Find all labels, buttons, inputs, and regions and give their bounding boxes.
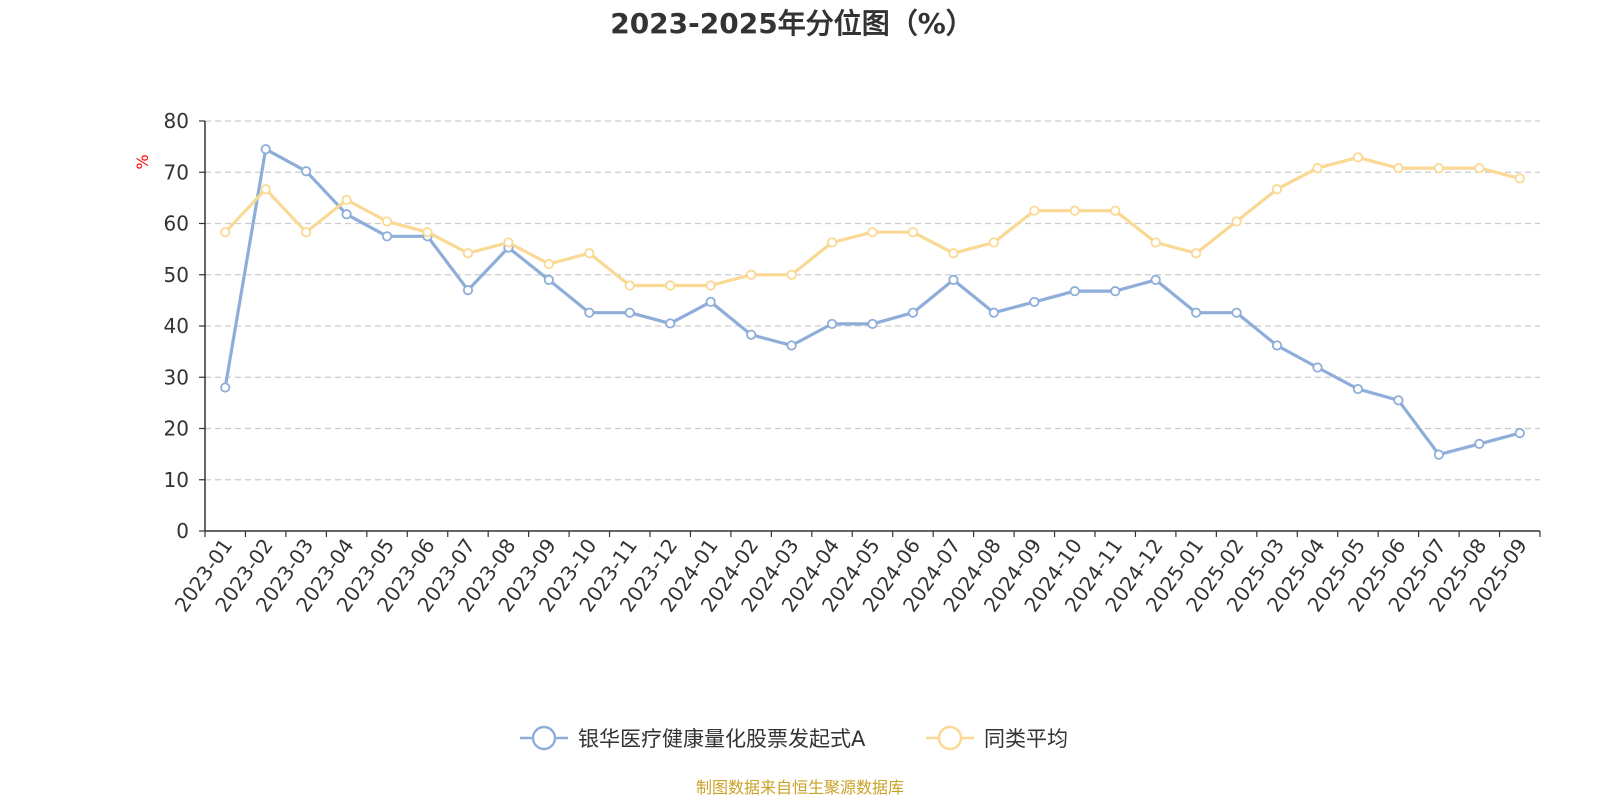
legend-swatch-marker-2 xyxy=(937,725,963,751)
series-line-1 xyxy=(223,147,1522,457)
series-1-point xyxy=(948,274,959,285)
series-2-point xyxy=(503,237,514,248)
series-2-point xyxy=(1150,237,1161,248)
y-tick-label: 60 xyxy=(164,212,189,236)
y-tick-label: 10 xyxy=(164,468,189,492)
series-2-point xyxy=(1433,163,1444,174)
y-tick-label: 40 xyxy=(164,314,189,338)
series-1-point xyxy=(584,307,595,318)
series-1-point xyxy=(826,318,838,330)
series-2-point xyxy=(665,280,676,291)
legend: 银华医疗健康量化股票发起式A 同类平均 xyxy=(520,725,1068,751)
x-tick-labels: 2023-012023-022023-032023-042023-052023-… xyxy=(170,534,1532,616)
series-1-point xyxy=(988,307,999,318)
series-2-point xyxy=(624,280,635,291)
legend-label-2: 同类平均 xyxy=(984,727,1068,751)
series-1-point xyxy=(1352,383,1364,395)
series-2-point xyxy=(1029,205,1040,216)
series-2-point xyxy=(1393,163,1404,174)
series-1-point xyxy=(462,285,474,296)
series-2-point xyxy=(907,227,919,238)
series-2-point xyxy=(1231,216,1242,227)
grid-lines xyxy=(205,120,1540,481)
series-1-point xyxy=(1312,362,1323,373)
series-2-point xyxy=(786,269,797,280)
series-2-point xyxy=(988,237,999,248)
series-1-point xyxy=(1069,286,1080,297)
series-1-point xyxy=(786,340,797,351)
series-2-point xyxy=(1191,248,1202,259)
series-1-point xyxy=(301,166,312,177)
series-2-point xyxy=(948,248,959,259)
series-2-point xyxy=(1110,205,1121,216)
y-tick-label: 80 xyxy=(164,109,189,133)
data-source-note: 制图数据来自恒生聚源数据库 xyxy=(696,778,904,797)
series-1-point xyxy=(907,307,919,318)
y-tick-label: 30 xyxy=(164,365,189,389)
series-1-point xyxy=(381,231,393,242)
series-1-point xyxy=(1150,274,1161,285)
series-2-point xyxy=(260,184,271,195)
series-1-point xyxy=(1029,296,1040,308)
series-1-point xyxy=(260,144,271,155)
series-1-point xyxy=(705,296,716,308)
y-tick-label: 50 xyxy=(164,263,189,287)
series-2-point xyxy=(381,216,393,227)
series-2-point xyxy=(1312,163,1323,174)
series-1-point xyxy=(220,382,231,393)
y-axis-unit: % xyxy=(133,154,152,169)
series-2-point xyxy=(1271,184,1283,195)
series-2-point xyxy=(462,248,474,259)
series-2-point xyxy=(1352,152,1364,163)
series-2-point xyxy=(1069,205,1080,216)
series-line-2 xyxy=(223,155,1522,288)
series-2-point xyxy=(867,227,878,238)
series-1-point xyxy=(543,274,554,285)
axes xyxy=(199,120,1541,537)
series-1-point xyxy=(624,307,635,318)
series-2-point xyxy=(422,227,433,238)
series-2-point xyxy=(746,269,757,280)
series-1-point xyxy=(1191,307,1202,318)
series-1-point xyxy=(867,318,878,330)
series-1-point xyxy=(1514,428,1525,439)
legend-label-1: 银华医疗健康量化股票发起式A xyxy=(578,727,866,751)
series-1-point xyxy=(1271,340,1283,351)
series-1-point xyxy=(746,329,757,340)
series-1-point xyxy=(1393,395,1404,406)
y-tick-label: 0 xyxy=(176,519,189,543)
series-1-point xyxy=(341,209,352,220)
series-1-point xyxy=(1433,449,1444,460)
y-tick-label: 70 xyxy=(164,160,189,184)
y-tick-label: 20 xyxy=(164,417,189,441)
series-2-point xyxy=(341,194,352,206)
chart-title: 2023-2025年分位图（%） xyxy=(610,7,974,40)
series-2-point xyxy=(584,248,595,259)
legend-swatch-marker-1 xyxy=(531,725,557,751)
series-2-point xyxy=(826,237,838,248)
y-tick-labels: 0 10 20 30 40 50 60 70 80 xyxy=(164,109,189,543)
series-2-point xyxy=(301,227,312,238)
series-2-point xyxy=(1514,173,1525,184)
series-2-point xyxy=(1474,163,1485,174)
series-1-point xyxy=(1474,438,1485,449)
series-1-point xyxy=(665,318,676,329)
series-2-point xyxy=(705,280,716,291)
series-2-point xyxy=(543,258,554,270)
series xyxy=(220,144,1525,460)
series-1-point xyxy=(1231,307,1242,318)
series-1-point xyxy=(1110,286,1121,297)
series-2-point xyxy=(220,227,231,238)
